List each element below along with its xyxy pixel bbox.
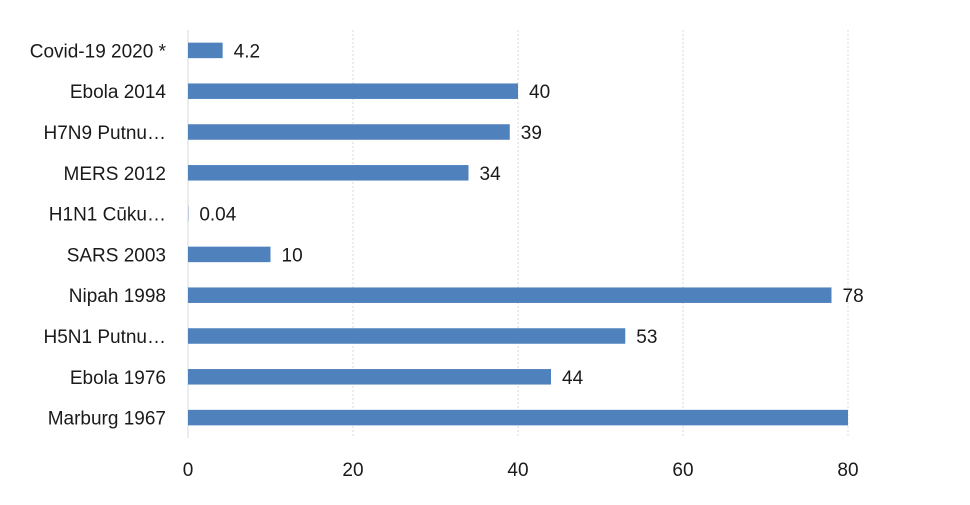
category-label: MERS 2012 <box>64 164 166 185</box>
category-label: Covid-19 2020 * <box>30 41 167 62</box>
bar <box>188 124 510 140</box>
bar <box>188 287 832 303</box>
data-label: 44 <box>562 368 584 389</box>
data-labels: 4.2 40 39 34 0.04 10 78 53 44 <box>199 41 863 388</box>
bar <box>188 409 848 426</box>
data-label: 78 <box>843 286 864 307</box>
bars <box>188 42 848 426</box>
data-label: 53 <box>636 327 657 348</box>
x-tick-label: 40 <box>507 460 528 481</box>
bar <box>188 369 551 385</box>
category-labels: Covid-19 2020 * Ebola 2014 H7N9 Putnu… MERS… <box>30 41 167 429</box>
data-label: 4.2 <box>234 41 260 62</box>
data-label: 40 <box>529 82 550 103</box>
category-label: Ebola 1976 <box>70 368 166 389</box>
x-tick-label: 60 <box>672 460 693 481</box>
category-label: SARS 2003 <box>67 245 166 266</box>
bar <box>188 328 626 344</box>
category-label: H7N9 Putnu… <box>43 123 166 144</box>
data-label: 10 <box>282 245 303 266</box>
category-label: Ebola 2014 <box>70 82 167 103</box>
x-tick-labels: 0 20 40 60 80 <box>183 460 859 481</box>
bar <box>188 42 223 59</box>
bar <box>188 83 518 99</box>
category-label: H5N1 Putnu… <box>43 327 166 348</box>
category-label: Nipah 1998 <box>69 286 166 307</box>
category-label: H1N1 Cūku… <box>49 205 166 226</box>
data-label: 0.04 <box>199 205 236 226</box>
x-tick-label: 20 <box>342 460 363 481</box>
bar <box>188 246 271 263</box>
bar <box>188 165 469 181</box>
x-tick-label: 0 <box>183 460 194 481</box>
category-label: Marburg 1967 <box>48 409 166 430</box>
x-tick-label: 80 <box>837 460 858 481</box>
data-label: 34 <box>480 164 502 185</box>
data-label: 39 <box>521 123 542 144</box>
